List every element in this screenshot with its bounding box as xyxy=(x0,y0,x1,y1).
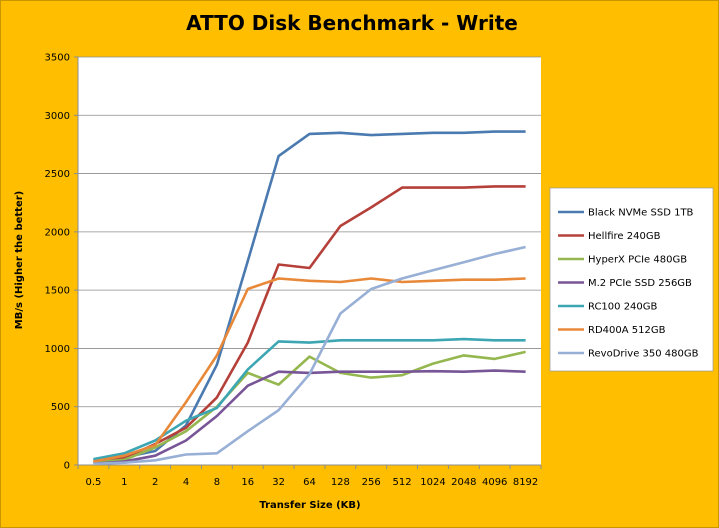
x-tick-label: 256 xyxy=(362,477,381,488)
legend-label: M.2 PCIe SSD 256GB xyxy=(588,278,692,289)
series-line xyxy=(93,350,526,464)
legend-label: Black NVMe SSD 1TB xyxy=(588,208,694,219)
x-tick-labels: 0.5 1 2 4 8 16 32 64 128 256 512 1024 2048 4096 8192 xyxy=(85,477,538,488)
y-tick-label: 2000 xyxy=(45,227,70,238)
series-line xyxy=(93,245,526,466)
x-tick-label: 8192 xyxy=(513,477,538,488)
legend-box xyxy=(549,187,714,372)
legend-label: Hellfire 240GB xyxy=(588,231,661,242)
chart-title: ATTO Disk Benchmark - Write xyxy=(186,11,518,35)
x-tick-label: 16 xyxy=(241,477,254,488)
y-tick-label: 1000 xyxy=(45,344,70,355)
x-tick-label: 32 xyxy=(272,477,285,488)
gridlines xyxy=(78,56,541,408)
y-tick-label: 500 xyxy=(51,402,70,413)
y-axis-title: MB/s (Higher the better) xyxy=(14,191,25,329)
y-tick-labels: 0 500 1000 1500 2000 2500 3000 3500 xyxy=(45,53,70,472)
series-line xyxy=(93,337,526,461)
y-tick-label: 0 xyxy=(64,461,70,472)
x-tick-label: 4096 xyxy=(482,477,507,488)
x-tick-label: 1 xyxy=(121,477,127,488)
legend-label: RevoDrive 350 480GB xyxy=(588,349,699,360)
x-tick-label: 64 xyxy=(303,477,316,488)
x-tick-label: 2048 xyxy=(451,477,476,488)
series-line xyxy=(93,277,526,463)
x-tick-label: 128 xyxy=(331,477,350,488)
series-lines xyxy=(93,130,526,466)
axes xyxy=(74,56,542,469)
x-tick-label: 4 xyxy=(183,477,189,488)
x-tick-label: 512 xyxy=(393,477,412,488)
x-axis-title: Transfer Size (KB) xyxy=(259,500,360,511)
y-tick-label: 3000 xyxy=(45,111,70,122)
legend-label: RC100 240GB xyxy=(588,302,658,313)
y-tick-label: 2500 xyxy=(45,169,70,180)
legend: Black NVMe SSD 1TB Hellfire 240GB HyperX P… xyxy=(558,208,699,360)
legend-label: RD400A 512GB xyxy=(588,325,666,336)
y-tick-label: 3500 xyxy=(45,53,70,64)
x-tick-label: 8 xyxy=(214,477,220,488)
series-line xyxy=(93,185,526,464)
x-tick-label: 2 xyxy=(152,477,158,488)
y-tick-label: 1500 xyxy=(45,286,70,297)
x-tick-label: 0.5 xyxy=(85,477,101,488)
legend-label: HyperX PCIe 480GB xyxy=(588,255,687,266)
x-tick-label: 1024 xyxy=(420,477,445,488)
